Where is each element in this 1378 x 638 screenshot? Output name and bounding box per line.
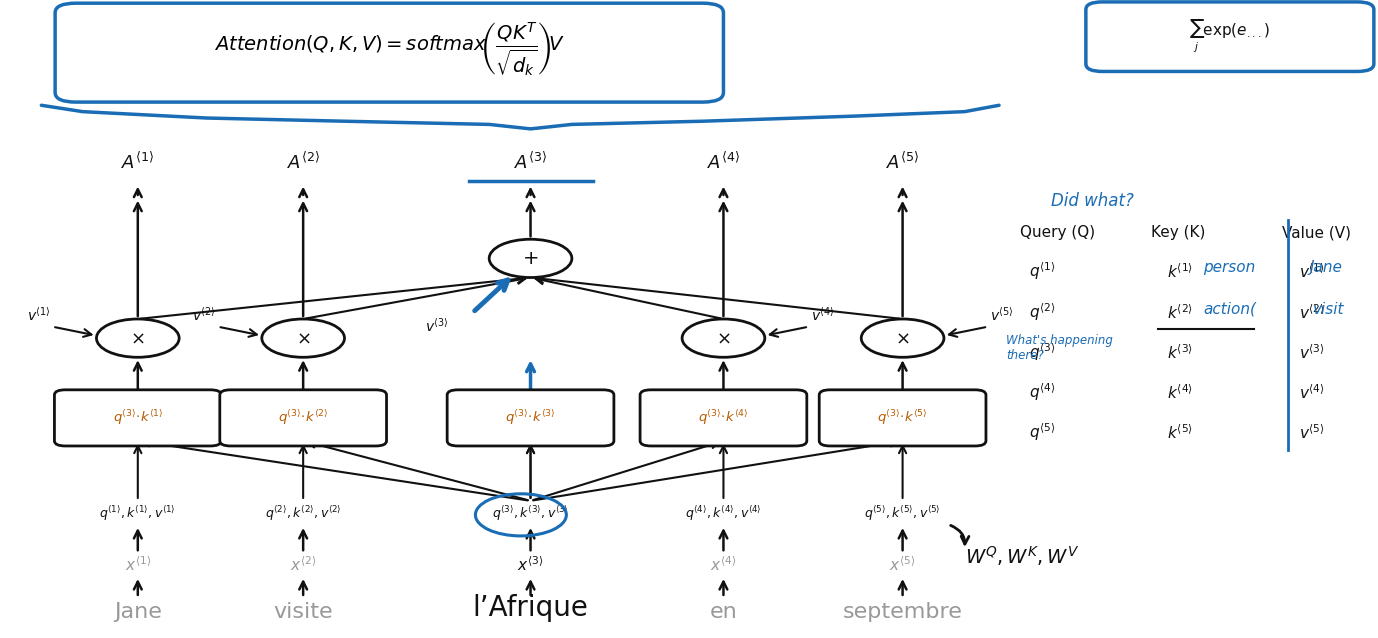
Text: $x^{\langle4\rangle}$: $x^{\langle4\rangle}$ <box>710 555 737 574</box>
Text: $v^{\langle3\rangle}$: $v^{\langle3\rangle}$ <box>1299 343 1326 362</box>
Text: l’Afrique: l’Afrique <box>473 594 588 622</box>
Text: $A^{\langle1\rangle}$: $A^{\langle1\rangle}$ <box>121 152 154 174</box>
Text: $q^{\langle2\rangle}$: $q^{\langle2\rangle}$ <box>1029 302 1056 323</box>
Text: $v^{\langle1\rangle}$: $v^{\langle1\rangle}$ <box>26 306 51 324</box>
Text: $W^Q, W^K, W^V$: $W^Q, W^K, W^V$ <box>965 544 1079 568</box>
Circle shape <box>262 319 344 357</box>
Text: $q^{\langle4\rangle}$: $q^{\langle4\rangle}$ <box>1029 382 1056 403</box>
Text: What's happening
there?: What's happening there? <box>1006 334 1113 362</box>
Circle shape <box>861 319 944 357</box>
Text: $\times$: $\times$ <box>896 329 909 347</box>
Text: $v^{\langle2\rangle}$: $v^{\langle2\rangle}$ <box>1299 303 1326 322</box>
Text: Query (Q): Query (Q) <box>1020 225 1096 241</box>
Text: $A^{\langle4\rangle}$: $A^{\langle4\rangle}$ <box>707 152 740 174</box>
Text: $v^{\langle4\rangle}$: $v^{\langle4\rangle}$ <box>1299 383 1326 402</box>
Text: $q^{\langle3\rangle}\!\cdot\! k^{\langle2\rangle}$: $q^{\langle3\rangle}\!\cdot\! k^{\langle… <box>278 408 328 427</box>
Text: $q^{\langle3\rangle}$: $q^{\langle3\rangle}$ <box>1029 341 1056 363</box>
Text: $A^{\langle2\rangle}$: $A^{\langle2\rangle}$ <box>287 152 320 174</box>
FancyBboxPatch shape <box>446 390 615 446</box>
Text: Key (K): Key (K) <box>1151 225 1204 241</box>
Circle shape <box>682 319 765 357</box>
FancyBboxPatch shape <box>220 390 386 446</box>
Text: $A^{\langle3\rangle}$: $A^{\langle3\rangle}$ <box>514 152 547 174</box>
Text: visite: visite <box>273 602 333 622</box>
Text: Jane: Jane <box>114 602 161 622</box>
Text: visit: visit <box>1313 302 1345 317</box>
Text: $\sum_j\exp(e_{...})$: $\sum_j\exp(e_{...})$ <box>1189 19 1271 55</box>
Text: $x^{\langle2\rangle}$: $x^{\langle2\rangle}$ <box>289 555 317 574</box>
Text: $q^{\langle2\rangle},k^{\langle2\rangle},v^{\langle2\rangle}$: $q^{\langle2\rangle},k^{\langle2\rangle}… <box>265 504 342 523</box>
Text: $k^{\langle1\rangle}$: $k^{\langle1\rangle}$ <box>1167 262 1193 281</box>
Text: $k^{\langle2\rangle}$: $k^{\langle2\rangle}$ <box>1167 303 1193 322</box>
Text: $A^{\langle5\rangle}$: $A^{\langle5\rangle}$ <box>886 152 919 174</box>
Circle shape <box>489 239 572 278</box>
FancyBboxPatch shape <box>55 390 220 446</box>
Text: $k^{\langle5\rangle}$: $k^{\langle5\rangle}$ <box>1167 423 1193 442</box>
Text: $\times$: $\times$ <box>717 329 730 347</box>
Circle shape <box>96 319 179 357</box>
Text: $q^{\langle4\rangle},k^{\langle4\rangle},v^{\langle4\rangle}$: $q^{\langle4\rangle},k^{\langle4\rangle}… <box>685 504 762 523</box>
Text: $x^{\langle5\rangle}$: $x^{\langle5\rangle}$ <box>889 555 916 574</box>
Text: $q^{\langle3\rangle}\!\cdot\! k^{\langle1\rangle}$: $q^{\langle3\rangle}\!\cdot\! k^{\langle… <box>113 408 163 427</box>
Text: Jane: Jane <box>1309 260 1342 276</box>
Text: $v^{\langle1\rangle}$: $v^{\langle1\rangle}$ <box>1299 262 1326 281</box>
FancyBboxPatch shape <box>55 3 723 102</box>
Text: $q^{\langle3\rangle}\!\cdot\! k^{\langle5\rangle}$: $q^{\langle3\rangle}\!\cdot\! k^{\langle… <box>878 408 927 427</box>
Text: $\mathit{Attention}(Q,K,V) = \mathit{softmax}\!\left(\dfrac{QK^T}{\sqrt{d_k}}\ri: $\mathit{Attention}(Q,K,V) = \mathit{sof… <box>214 20 565 78</box>
Text: $q^{\langle1\rangle}$: $q^{\langle1\rangle}$ <box>1029 260 1056 282</box>
Text: person: person <box>1203 260 1255 276</box>
Text: Did what?: Did what? <box>1051 192 1134 210</box>
Text: Value (V): Value (V) <box>1282 225 1350 241</box>
Text: $q^{\langle5\rangle},k^{\langle5\rangle},v^{\langle5\rangle}$: $q^{\langle5\rangle},k^{\langle5\rangle}… <box>864 504 941 523</box>
Text: $v^{\langle4\rangle}$: $v^{\langle4\rangle}$ <box>810 306 835 324</box>
Text: $v^{\langle3\rangle}$: $v^{\langle3\rangle}$ <box>424 316 449 334</box>
FancyBboxPatch shape <box>639 390 808 446</box>
Text: $\times$: $\times$ <box>131 329 145 347</box>
FancyBboxPatch shape <box>819 390 987 446</box>
Text: $x^{\langle1\rangle}$: $x^{\langle1\rangle}$ <box>124 555 152 574</box>
Text: action(: action( <box>1203 302 1255 317</box>
Text: $q^{\langle3\rangle}\!\cdot\! k^{\langle4\rangle}$: $q^{\langle3\rangle}\!\cdot\! k^{\langle… <box>699 408 748 427</box>
Text: $k^{\langle4\rangle}$: $k^{\langle4\rangle}$ <box>1167 383 1193 402</box>
Text: $q^{\langle3\rangle},k^{\langle3\rangle},v^{\langle3\rangle}$: $q^{\langle3\rangle},k^{\langle3\rangle}… <box>492 504 569 523</box>
Text: $k^{\langle3\rangle}$: $k^{\langle3\rangle}$ <box>1167 343 1193 362</box>
Text: $v^{\langle5\rangle}$: $v^{\langle5\rangle}$ <box>1299 423 1326 442</box>
Text: $x^{\langle3\rangle}$: $x^{\langle3\rangle}$ <box>517 555 544 574</box>
Text: $q^{\langle3\rangle}\!\cdot\! k^{\langle3\rangle}$: $q^{\langle3\rangle}\!\cdot\! k^{\langle… <box>506 408 555 427</box>
Text: en: en <box>710 602 737 622</box>
Text: septembre: septembre <box>843 602 962 622</box>
Text: $+$: $+$ <box>522 249 539 268</box>
Text: $\times$: $\times$ <box>296 329 310 347</box>
Text: $v^{\langle5\rangle}$: $v^{\langle5\rangle}$ <box>989 306 1014 324</box>
Text: $q^{\langle1\rangle},k^{\langle1\rangle},v^{\langle1\rangle}$: $q^{\langle1\rangle},k^{\langle1\rangle}… <box>99 504 176 523</box>
FancyBboxPatch shape <box>1086 2 1374 71</box>
Text: $v^{\langle2\rangle}$: $v^{\langle2\rangle}$ <box>192 306 216 324</box>
Text: $q^{\langle5\rangle}$: $q^{\langle5\rangle}$ <box>1029 422 1056 443</box>
